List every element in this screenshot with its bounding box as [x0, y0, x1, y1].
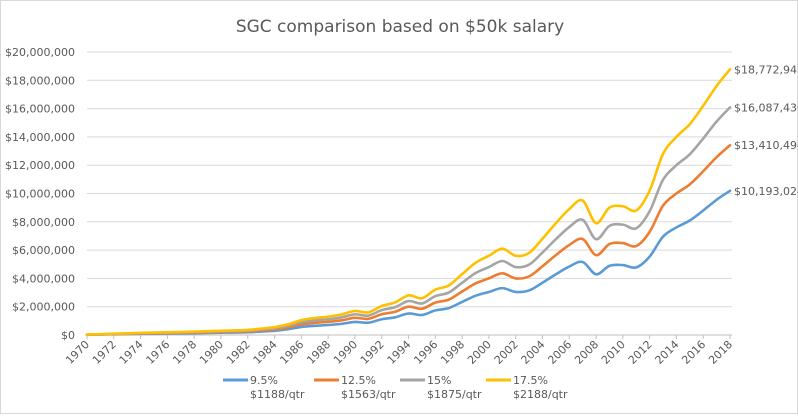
x-tick-label: 1998: [438, 338, 467, 367]
x-tick-label: 2002: [492, 338, 521, 367]
end-data-label: $13,410,494: [734, 139, 798, 152]
y-tick-label: $16,000,000: [5, 103, 75, 116]
x-tick-label: 2008: [572, 338, 601, 367]
legend-label: 12.5%: [341, 374, 376, 387]
y-tick-label: $12,000,000: [5, 159, 75, 172]
legend-sublabel: $2188/qtr: [513, 388, 568, 401]
x-tick-label: 1980: [197, 338, 226, 367]
legend-label: 9.5%: [250, 374, 278, 387]
chart-title: SGC comparison based on $50k salary: [236, 17, 564, 37]
x-tick-label: 1988: [304, 338, 333, 367]
x-tick-label: 1990: [331, 338, 360, 367]
x-tick-label: 1994: [385, 338, 414, 367]
x-tick-label: 1972: [90, 338, 119, 367]
x-tick-label: 2018: [706, 338, 735, 367]
legend-label: 15%: [427, 374, 451, 387]
legend-sublabel: $1188/qtr: [250, 388, 305, 401]
y-tick-label: $10,000,000: [5, 188, 75, 201]
x-tick-label: 2010: [599, 338, 628, 367]
x-tick-label: 2000: [465, 338, 494, 367]
end-data-label: $16,087,430: [734, 101, 798, 114]
x-tick-label: 1986: [277, 338, 306, 367]
series-line-175: [85, 68, 732, 336]
x-tick-label: 2006: [545, 338, 574, 367]
x-tick-label: 1992: [358, 338, 387, 367]
x-tick-label: 2016: [679, 338, 708, 367]
x-tick-label: 1996: [411, 338, 440, 367]
x-tick-label: 1984: [251, 338, 280, 367]
x-tick-label: 2004: [519, 338, 548, 367]
y-tick-label: $2,000,000: [12, 301, 75, 314]
y-tick-label: $20,000,000: [5, 46, 75, 59]
x-tick-label: 1970: [63, 338, 92, 367]
y-tick-label: $8,000,000: [12, 216, 75, 229]
legend-sublabel: $1563/qtr: [341, 388, 396, 401]
series-line-15: [85, 106, 732, 336]
end-data-label: $10,193,024: [734, 185, 798, 198]
legend-label: 17.5%: [513, 374, 548, 387]
y-tick-label: $6,000,000: [12, 244, 75, 257]
series-line-95: [85, 189, 732, 337]
x-tick-label: 1982: [224, 338, 253, 367]
x-tick-label: 1974: [117, 338, 146, 367]
y-tick-label: $14,000,000: [5, 131, 75, 144]
legend-sublabel: $1875/qtr: [427, 388, 482, 401]
y-tick-label: $4,000,000: [12, 272, 75, 285]
x-tick-label: 2014: [653, 338, 682, 367]
x-tick-label: 2012: [626, 338, 655, 367]
y-tick-label: $0: [61, 329, 75, 342]
y-tick-label: $18,000,000: [5, 74, 75, 87]
end-data-label: $18,772,945: [734, 63, 798, 76]
x-tick-label: 1978: [170, 338, 199, 367]
x-tick-label: 1976: [144, 338, 173, 367]
